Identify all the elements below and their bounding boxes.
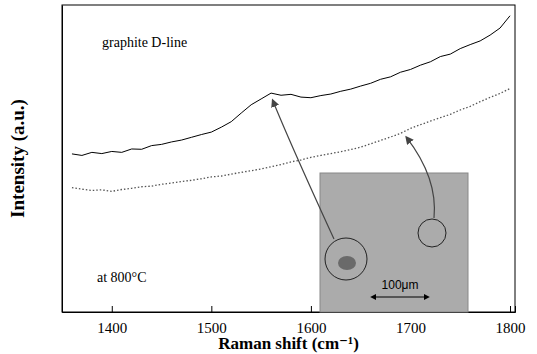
annotation: at 800°C	[97, 270, 147, 285]
dark-spot	[338, 256, 356, 270]
y-axis	[62, 6, 63, 313]
leader-arrow	[273, 100, 334, 239]
x-tick: 1400	[97, 306, 127, 336]
x-tick-mark	[311, 306, 312, 312]
scale-bar	[375, 297, 425, 298]
x-axis-title: Raman shift (cm⁻¹)	[218, 334, 359, 353]
inset-image	[320, 173, 468, 312]
y-axis-title: Intensity (a.u.)	[7, 99, 29, 218]
x-tick-label: 1400	[97, 320, 127, 336]
chart: 14001500160017001800graphite D-lineat 80…	[0, 0, 537, 354]
region-circle	[325, 238, 367, 280]
region-circle	[418, 219, 446, 247]
leader-arrow	[406, 137, 434, 218]
x-tick: 1500	[197, 306, 227, 336]
series-line	[72, 16, 510, 156]
x-tick-mark	[510, 306, 511, 312]
y-axis-line	[62, 6, 63, 313]
inset-background	[320, 173, 468, 312]
x-tick-mark	[211, 306, 212, 312]
x-tick: 1800	[496, 306, 526, 336]
x-tick-label: 1800	[496, 320, 526, 336]
lines	[72, 16, 510, 192]
x-tick-label: 1700	[396, 320, 426, 336]
annotation: graphite D-line	[102, 35, 187, 50]
x-tick-mark	[112, 306, 113, 312]
plot-frame	[62, 5, 515, 312]
plot: 14001500160017001800graphite D-lineat 80…	[62, 5, 526, 336]
scale-label: 100μm	[382, 278, 419, 292]
